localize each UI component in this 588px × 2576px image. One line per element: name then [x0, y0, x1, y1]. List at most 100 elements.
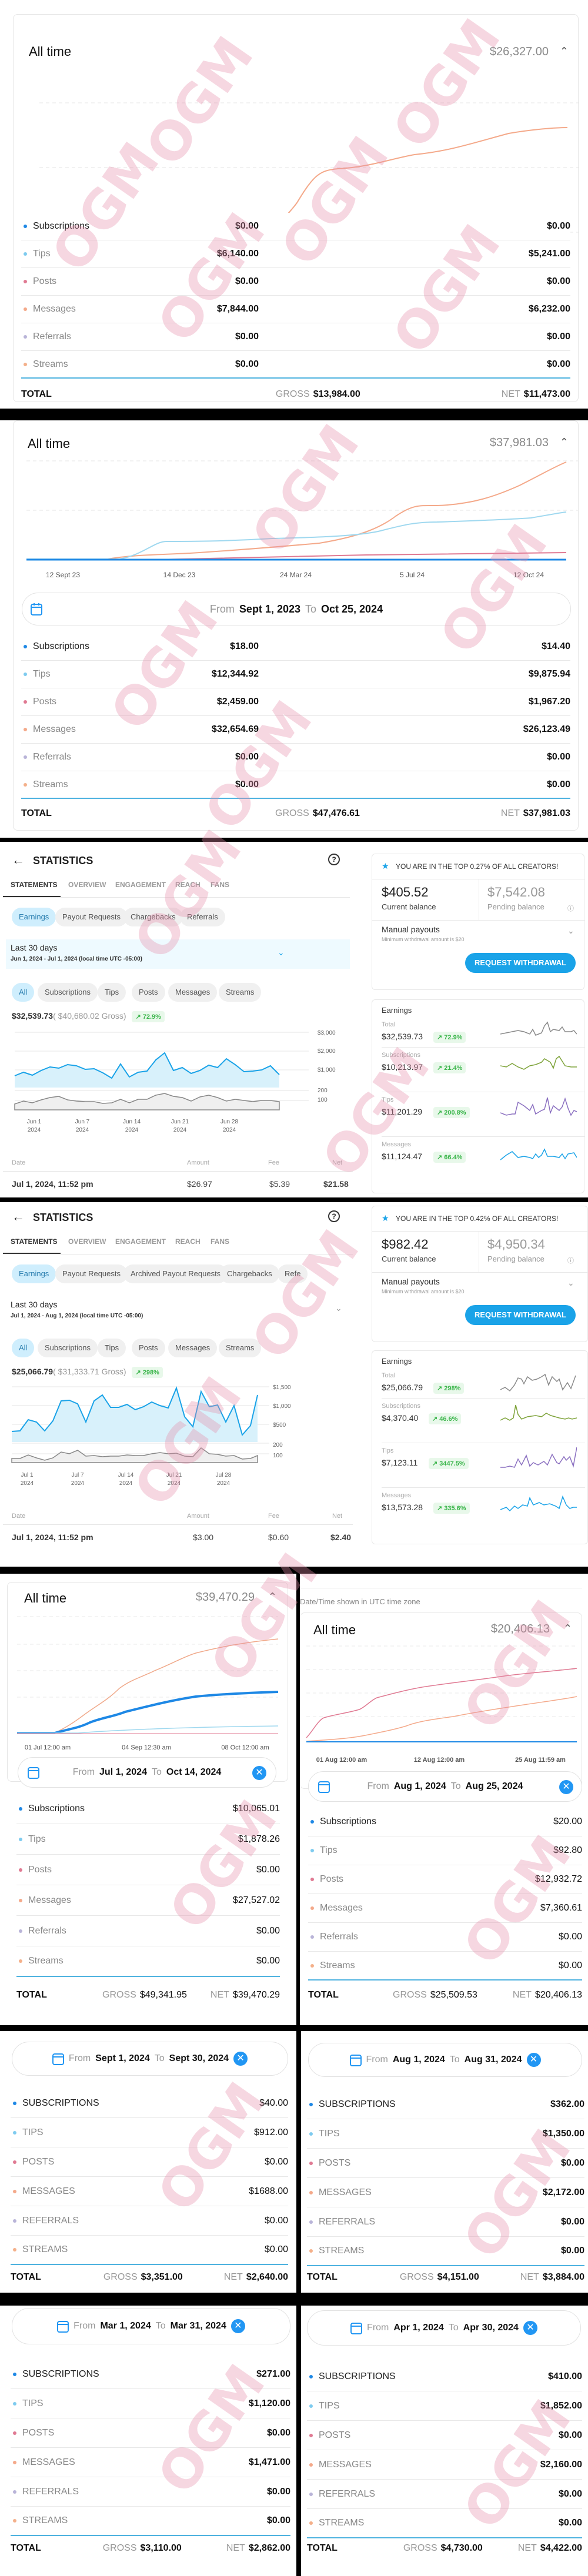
- tab-overview[interactable]: OVERVIEW: [68, 1237, 106, 1246]
- date-range-picker[interactable]: From Sept 1, 2024 To Sept 30, 2024 ✕: [12, 2042, 288, 2076]
- y-tick: $2,000: [318, 1048, 336, 1055]
- filter-messages[interactable]: Messages: [168, 983, 218, 1002]
- request-withdrawal-button[interactable]: REQUEST WITHDRAWAL: [465, 1305, 576, 1325]
- from-date[interactable]: Aug 1, 2024: [393, 1781, 446, 1791]
- subtab-referrals[interactable]: Referrals: [180, 908, 225, 926]
- tab-overview[interactable]: OVERVIEW: [68, 881, 106, 889]
- to-date[interactable]: Aug 31, 2024: [464, 2055, 522, 2065]
- calendar-icon[interactable]: [350, 2321, 363, 2334]
- subtab-earnings[interactable]: Earnings: [12, 908, 56, 926]
- help-icon[interactable]: ?: [328, 1210, 340, 1222]
- earnings-breakdown: Subscriptions $10,065.01 Tips $1,878.26 Po…: [16, 1794, 280, 1977]
- filter-tips[interactable]: Tips: [98, 1339, 126, 1357]
- filter-posts[interactable]: Posts: [132, 1339, 165, 1357]
- tab-engagement[interactable]: ENGAGEMENT: [115, 881, 166, 889]
- to-date[interactable]: Apr 30, 2024: [463, 2323, 519, 2333]
- column-header-date: Date: [12, 1513, 26, 1520]
- earnings-panel-all-time: All time $37,981.03 ⌃ 12 Sept 23 14 Dec …: [0, 420, 588, 838]
- chevron-up-icon[interactable]: ⌃: [563, 1622, 572, 1634]
- chevron-down-icon[interactable]: ⌄: [335, 1303, 342, 1313]
- clear-date-icon[interactable]: ✕: [559, 1780, 573, 1794]
- dot-icon: [19, 1959, 22, 1963]
- chevron-down-icon[interactable]: ⌄: [567, 926, 574, 935]
- subtab-payout-requests[interactable]: Payout Requests: [55, 908, 128, 926]
- row-streams: STREAMS $0.00: [307, 2237, 584, 2266]
- current-balance: $405.52: [382, 885, 429, 899]
- calendar-icon[interactable]: [31, 603, 42, 615]
- subtab-archived-payout-requests[interactable]: Archived Payout Requests: [123, 1264, 228, 1283]
- calendar-icon[interactable]: [57, 2320, 69, 2333]
- filter-all[interactable]: All: [12, 1339, 35, 1357]
- date-range-picker[interactable]: From Aug 1, 2024 To Aug 25, 2024 ✕: [308, 1771, 582, 1802]
- info-icon[interactable]: ⓘ: [567, 905, 574, 912]
- filter-streams[interactable]: Streams: [219, 1339, 262, 1357]
- subtab-chargebacks[interactable]: Chargebacks: [123, 908, 183, 926]
- tab-reach[interactable]: REACH: [175, 881, 201, 889]
- dot-icon: [310, 1820, 314, 1824]
- calendar-icon[interactable]: [52, 2052, 64, 2065]
- chevron-up-icon[interactable]: ⌃: [559, 45, 569, 57]
- subtab-earnings[interactable]: Earnings: [12, 1264, 56, 1283]
- clear-date-icon[interactable]: ✕: [252, 1766, 266, 1780]
- filter-subscriptions[interactable]: Subscriptions: [38, 983, 98, 1002]
- to-date[interactable]: Oct 14, 2024: [166, 1767, 222, 1777]
- clear-date-icon[interactable]: ✕: [523, 2321, 537, 2335]
- from-date[interactable]: Jul 1, 2024: [99, 1767, 147, 1777]
- dot-icon: [13, 2160, 16, 2164]
- chevron-up-icon[interactable]: ⌃: [559, 436, 569, 448]
- from-date[interactable]: Sept 1, 2023: [239, 603, 300, 615]
- clear-date-icon[interactable]: ✕: [233, 2052, 248, 2066]
- request-withdrawal-button[interactable]: REQUEST WITHDRAWAL: [465, 953, 576, 973]
- to-date[interactable]: Sept 30, 2024: [169, 2053, 229, 2063]
- period-selector[interactable]: Last 30 days Jun 1, 2024 - Jul 1, 2024 (…: [6, 939, 350, 969]
- tab-statements[interactable]: STATEMENTS: [11, 881, 58, 889]
- date-range-picker[interactable]: From Mar 1, 2024 To Mar 31, 2024 ✕: [12, 2308, 290, 2344]
- period-selector[interactable]: Last 30 days Jul 1, 2024 - Aug 1, 2024 (…: [6, 1296, 350, 1326]
- clear-date-icon[interactable]: ✕: [230, 2319, 245, 2333]
- net-value: $0.00: [546, 359, 570, 369]
- from-date[interactable]: Sept 1, 2024: [95, 2053, 150, 2063]
- filter-subscriptions[interactable]: Subscriptions: [38, 1339, 98, 1357]
- help-icon[interactable]: ?: [328, 854, 340, 865]
- filter-streams[interactable]: Streams: [219, 983, 262, 1002]
- date-range-picker[interactable]: From Apr 1, 2024 To Apr 30, 2024 ✕: [307, 2310, 581, 2346]
- calendar-icon[interactable]: [28, 1766, 39, 1779]
- info-icon[interactable]: ⓘ: [567, 1257, 574, 1264]
- from-date[interactable]: Apr 1, 2024: [393, 2323, 444, 2333]
- x-tick: 04 Sep 12:30 am: [122, 1744, 171, 1751]
- tab-reach[interactable]: REACH: [175, 1237, 201, 1246]
- row-streams: Streams $0.00 $0.00: [21, 771, 570, 799]
- filter-messages[interactable]: Messages: [168, 1339, 218, 1357]
- to-date[interactable]: Mar 31, 2024: [170, 2321, 226, 2331]
- tab-engagement[interactable]: ENGAGEMENT: [115, 1237, 166, 1246]
- row-referrals: Referrals $0.00 $0.00: [21, 744, 570, 771]
- from-date[interactable]: Mar 1, 2024: [100, 2321, 151, 2331]
- subtab-chargebacks[interactable]: Chargebacks: [220, 1264, 279, 1283]
- date-range-picker[interactable]: From Jul 1, 2024 To Oct 14, 2024 ✕: [18, 1757, 276, 1788]
- subtab-payout-requests[interactable]: Payout Requests: [55, 1264, 128, 1283]
- filter-all[interactable]: All: [12, 983, 35, 1002]
- back-arrow-icon[interactable]: ←: [12, 852, 25, 867]
- calendar-icon[interactable]: [318, 1780, 330, 1793]
- tab-statements[interactable]: STATEMENTS: [11, 1237, 58, 1246]
- clear-date-icon[interactable]: ✕: [526, 2053, 541, 2067]
- to-date[interactable]: Oct 25, 2024: [321, 603, 383, 615]
- row-streams: Streams $0.00: [16, 1946, 280, 1977]
- earnings-value: $10,213.97: [382, 1062, 423, 1072]
- back-arrow-icon[interactable]: ←: [12, 1209, 25, 1224]
- subtab-referrals[interactable]: Refe: [278, 1264, 308, 1283]
- divider: [3, 1171, 353, 1172]
- row-posts: POSTS $0.00: [11, 2147, 288, 2177]
- date-range-picker[interactable]: From Sept 1, 2023 To Oct 25, 2024: [22, 593, 571, 625]
- chevron-up-icon[interactable]: ⌃: [268, 1591, 277, 1603]
- filter-tips[interactable]: Tips: [98, 983, 126, 1002]
- tab-fans[interactable]: FANS: [211, 881, 230, 889]
- chevron-down-icon[interactable]: ⌄: [278, 948, 285, 957]
- calendar-icon[interactable]: [349, 2053, 362, 2066]
- chevron-down-icon[interactable]: ⌄: [567, 1278, 574, 1287]
- tab-fans[interactable]: FANS: [211, 1237, 230, 1246]
- from-date[interactable]: Aug 1, 2024: [392, 2055, 445, 2065]
- date-range-picker[interactable]: From Aug 1, 2024 To Aug 31, 2024 ✕: [308, 2043, 582, 2077]
- filter-posts[interactable]: Posts: [132, 983, 165, 1002]
- to-date[interactable]: Aug 25, 2024: [465, 1781, 523, 1791]
